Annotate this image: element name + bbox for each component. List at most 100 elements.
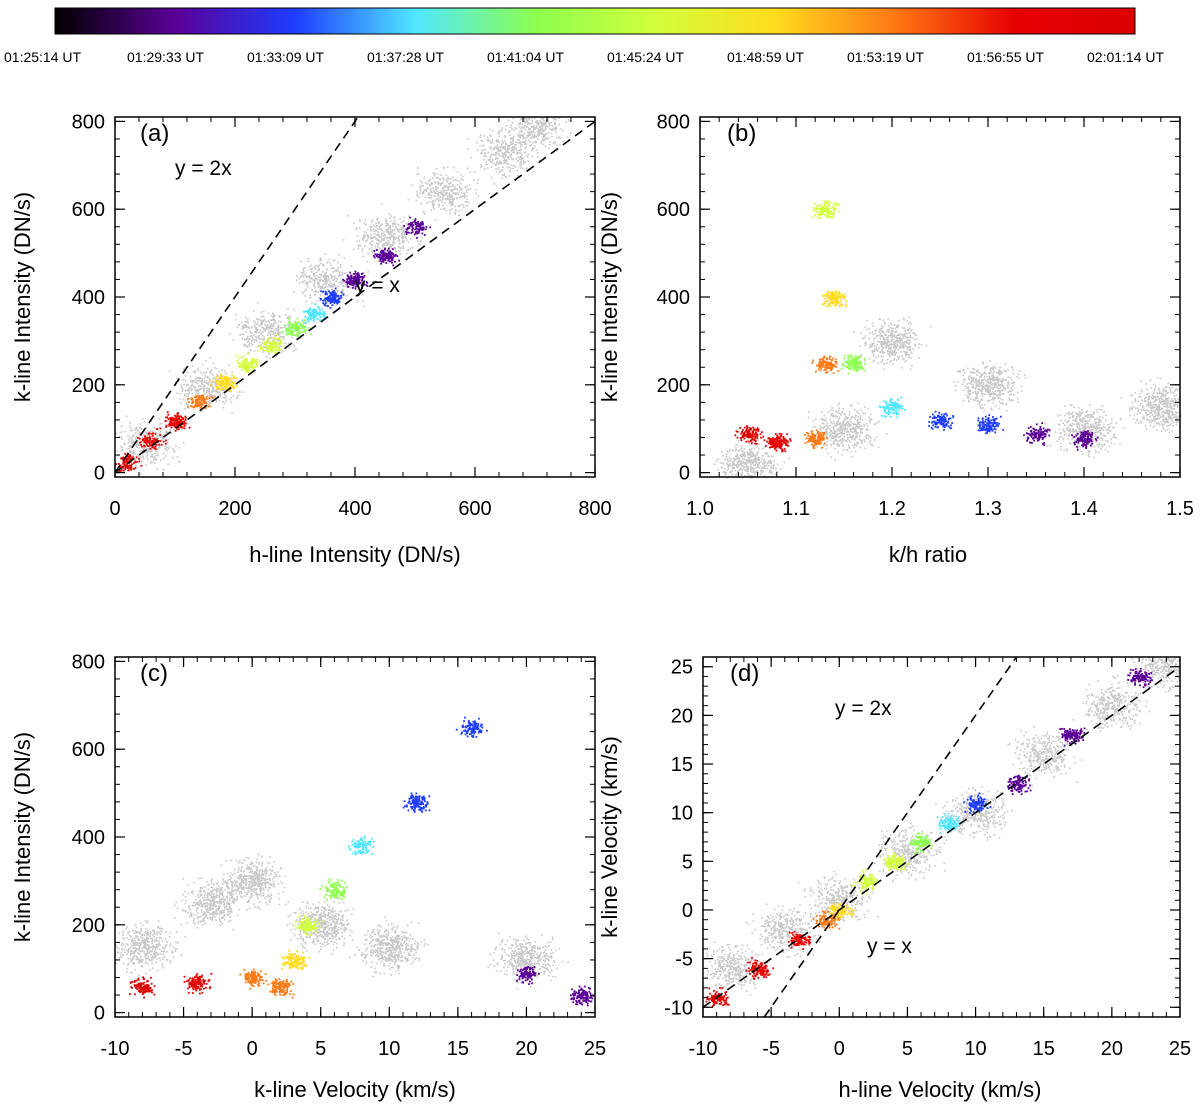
data-point	[255, 363, 257, 365]
data-point-background	[329, 259, 331, 261]
data-point	[140, 444, 142, 446]
data-point-background	[498, 167, 500, 169]
data-point-background	[503, 157, 505, 159]
data-point-background	[502, 178, 504, 180]
data-point-background	[417, 167, 419, 169]
data-point-background	[521, 118, 523, 120]
data-point-background	[333, 279, 335, 281]
data-point-background	[432, 177, 434, 179]
data-point-background	[399, 218, 401, 220]
data-point-background	[218, 371, 220, 373]
data-point-background	[156, 451, 158, 453]
data-point-background	[304, 274, 306, 276]
data-point-background	[219, 391, 221, 393]
data-point-background	[523, 127, 525, 129]
data-point-background	[302, 292, 304, 294]
data-point-background	[280, 321, 282, 323]
data-point-background	[526, 143, 528, 145]
data-point-background	[214, 377, 216, 379]
data-point-background	[484, 168, 486, 170]
data-point-background	[122, 447, 124, 449]
data-point-background	[275, 332, 277, 334]
data-point-background	[510, 124, 512, 126]
data-point-background	[502, 156, 504, 158]
data-point-background	[278, 321, 280, 323]
data-point	[380, 263, 382, 265]
data-point-background	[263, 347, 265, 349]
data-point-background	[528, 119, 530, 121]
data-point-background	[449, 186, 451, 188]
data-point-background	[473, 180, 475, 182]
data-point-background	[319, 277, 321, 279]
data-point-background	[387, 225, 389, 227]
data-point-background	[333, 259, 335, 261]
data-point-background	[526, 119, 528, 121]
data-point-background	[195, 382, 197, 384]
data-point-background	[319, 259, 321, 261]
data-point-background	[555, 119, 557, 121]
data-point-background	[456, 189, 458, 191]
data-point-background	[430, 197, 432, 199]
data-point	[137, 437, 139, 439]
data-point-background	[186, 402, 188, 404]
data-point-background	[394, 239, 396, 241]
data-point-background	[437, 194, 439, 196]
data-point-background	[131, 441, 133, 443]
data-point	[349, 272, 351, 274]
data-point-background	[509, 152, 511, 154]
data-point-background	[374, 231, 376, 233]
data-point-background	[519, 126, 521, 128]
data-point-background	[150, 451, 152, 453]
data-point-background	[157, 468, 159, 470]
data-point-background	[419, 193, 421, 195]
data-point-background	[319, 260, 321, 262]
data-point-background	[131, 439, 133, 441]
data-point-background	[277, 332, 279, 334]
data-point-background	[528, 160, 530, 162]
data-point-background	[198, 386, 200, 388]
data-point-background	[549, 144, 551, 146]
data-point-background	[487, 167, 489, 169]
data-point-background	[372, 219, 374, 221]
data-point-background	[319, 279, 321, 281]
data-point	[211, 396, 213, 398]
data-point-background	[181, 387, 183, 389]
data-point-background	[554, 143, 556, 145]
data-point-background	[377, 222, 379, 224]
data-point-background	[143, 443, 145, 445]
data-point-background	[323, 265, 325, 267]
data-point-background	[188, 390, 190, 392]
colorbar-label: 02:01:14 UT	[1087, 49, 1164, 65]
data-point-background	[448, 183, 450, 185]
data-point-background	[502, 140, 504, 142]
data-point-background	[305, 289, 307, 291]
data-point-background	[437, 177, 439, 179]
data-point	[321, 309, 323, 311]
data-point	[159, 440, 161, 442]
data-point	[302, 320, 304, 322]
data-point-background	[129, 450, 131, 452]
data-point-background	[187, 384, 189, 386]
data-point-background	[462, 179, 464, 181]
data-point-background	[253, 320, 255, 322]
data-point-background	[213, 375, 215, 377]
data-point-background	[544, 122, 546, 124]
data-point-background	[251, 339, 253, 341]
data-point-background	[434, 175, 436, 177]
data-point-background	[308, 258, 310, 260]
data-point-background	[269, 357, 271, 359]
data-point	[304, 311, 306, 313]
data-point-background	[470, 188, 472, 190]
data-point-background	[224, 370, 226, 372]
data-point-background	[152, 449, 154, 451]
data-point-background	[317, 283, 319, 285]
data-point-background	[525, 168, 527, 170]
data-point	[416, 237, 418, 239]
data-point	[398, 260, 400, 262]
data-point	[374, 257, 376, 259]
data-point-background	[268, 312, 270, 314]
data-point-background	[527, 136, 529, 138]
data-point-background	[318, 270, 320, 272]
data-point-background	[454, 188, 456, 190]
colorbar-label: 01:37:28 UT	[367, 49, 444, 65]
